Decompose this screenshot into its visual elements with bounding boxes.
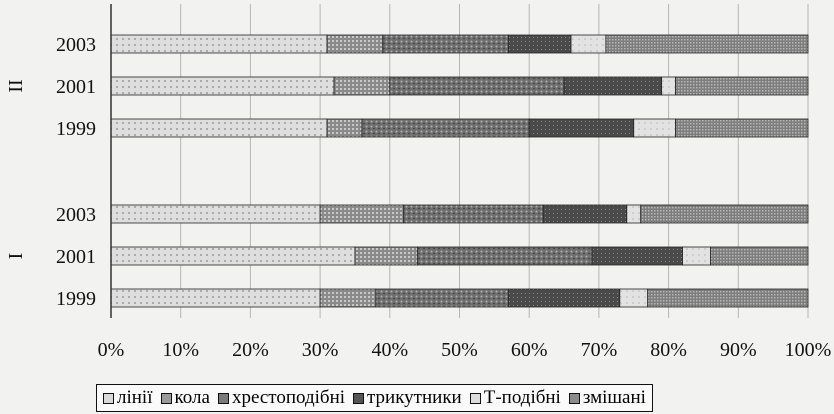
bar-segment-трикутники (591, 246, 683, 266)
x-tick-label: 90% (720, 339, 757, 361)
bar-segment-Т-подібні (626, 204, 642, 224)
legend-item: лінії (103, 387, 153, 409)
bar-segment-лінії (110, 34, 328, 54)
legend-swatch (469, 392, 481, 404)
bar-segment-кола (319, 288, 377, 308)
legend-item: трикутники (353, 387, 462, 409)
legend-item: хрестоподібні (217, 387, 346, 409)
bar-segment-лінії (110, 76, 335, 96)
bar-segment-Т-подібні (570, 34, 607, 54)
bar-segment-змішані (710, 246, 809, 266)
legend-label: кола (174, 387, 210, 408)
legend-swatch (353, 392, 365, 404)
bar-segment-лінії (110, 288, 321, 308)
bar-segment-змішані (605, 34, 809, 54)
x-tick-label: 80% (650, 339, 687, 361)
x-tick-label: 0% (98, 339, 125, 361)
x-tick-label: 60% (511, 339, 548, 361)
bar-segment-лінії (110, 118, 328, 138)
legend-label: хрестоподібні (231, 387, 346, 408)
bar-segment-кола (326, 118, 363, 138)
bar-segment-трикутники (563, 76, 663, 96)
y-category-label: 2001 (56, 246, 96, 268)
y-category-label: 2003 (56, 34, 96, 56)
bars (110, 34, 809, 308)
bar-segment-лінії (110, 204, 321, 224)
x-tick-label: 40% (371, 339, 408, 361)
bar-segment-хрестоподібні (361, 118, 530, 138)
x-tick-label: 70% (581, 339, 618, 361)
legend-item: змішані (568, 387, 646, 409)
group-label: II (5, 79, 27, 92)
bar-segment-Т-подібні (619, 288, 649, 308)
bar-segment-Т-подібні (661, 76, 676, 96)
bar-segment-кола (326, 34, 384, 54)
y-category-label: 2003 (56, 204, 96, 226)
bar-segment-хрестоподібні (382, 34, 509, 54)
legend-label: змішані (582, 387, 646, 408)
group-label: I (5, 253, 27, 260)
y-category-label: 2001 (56, 76, 96, 98)
legend-item: кола (160, 387, 210, 409)
bar-segment-змішані (675, 118, 809, 138)
bar-segment-хрестоподібні (403, 204, 544, 224)
legend: лінії кола хрестоподібні трикутники Т-подібн… (96, 384, 653, 412)
y-category-label: 1999 (56, 288, 96, 310)
x-tick-label: 30% (302, 339, 339, 361)
bar-segment-кола (354, 246, 419, 266)
bar-segment-трикутники (528, 118, 635, 138)
x-tick-label: 20% (232, 339, 269, 361)
legend-item: Т-подібні (469, 387, 561, 409)
x-tick-label: 50% (441, 339, 478, 361)
bar-segment-Т-подібні (633, 118, 676, 138)
stacked-bar-chart: 0% 10% 20% 30% 40% 50% 60% 70% 80% 90% 100% 2003 200… (5, 4, 831, 361)
x-tick-label: 10% (162, 339, 199, 361)
legend-swatch (568, 392, 580, 404)
bar-segment-хрестоподібні (375, 288, 509, 308)
bar-segment-хрестоподібні (417, 246, 593, 266)
bar-segment-кола (333, 76, 391, 96)
legend-label: Т-подібні (483, 387, 561, 408)
bar-segment-хрестоподібні (389, 76, 565, 96)
legend-label: трикутники (367, 387, 462, 408)
gridlines (110, 4, 809, 318)
bar-segment-лінії (110, 246, 356, 266)
legend-swatch (103, 392, 114, 404)
bar-segment-трикутники (507, 34, 572, 54)
legend-label: лінії (117, 387, 153, 408)
bar-segment-змішані (647, 288, 809, 308)
bar-segment-змішані (675, 76, 809, 96)
bar-segment-Т-подібні (682, 246, 711, 266)
bar-segment-трикутники (507, 288, 621, 308)
y-category-label: 1999 (56, 118, 96, 140)
legend-swatch (160, 392, 172, 404)
bar-segment-змішані (640, 204, 809, 224)
bar-segment-кола (319, 204, 405, 224)
labels: 0% 10% 20% 30% 40% 50% 60% 70% 80% 90% 100% 2003 200… (5, 34, 831, 361)
x-tick-label: 100% (785, 339, 832, 361)
bar-segment-трикутники (542, 204, 628, 224)
legend-swatch (217, 392, 229, 404)
